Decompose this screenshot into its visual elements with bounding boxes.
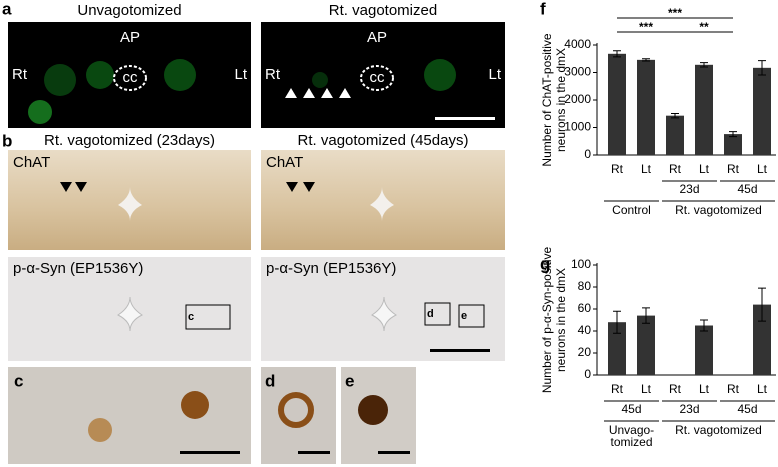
x-tick-label: Lt	[641, 162, 652, 176]
error-bar	[729, 131, 737, 138]
label-ap: AP	[120, 29, 140, 46]
label-ap: AP	[367, 29, 387, 46]
bar	[637, 59, 655, 155]
bar	[637, 315, 655, 375]
group-label: Control	[612, 203, 651, 217]
group-label: tomized	[610, 435, 652, 449]
column-title: Rt. vagotomized (45days)	[298, 132, 469, 149]
x-tick-label: Rt	[611, 162, 624, 176]
label-cc: cc	[370, 69, 386, 86]
x-tick-label: Rt	[669, 162, 682, 176]
group-label: 45d	[737, 402, 757, 416]
image-title: Rt. vagotomized	[329, 2, 437, 19]
significance-label: ***	[668, 6, 682, 20]
panel-label: a	[2, 0, 12, 18]
bar	[695, 64, 713, 155]
bar	[695, 325, 713, 375]
panel-label: g	[540, 254, 550, 273]
inset-label: d	[427, 308, 434, 320]
x-tick-label: Rt	[727, 162, 740, 176]
label-lt: Lt	[234, 66, 247, 83]
group-label: 45d	[621, 402, 641, 416]
column-title: Rt. vagotomized (23days)	[44, 132, 215, 149]
y-axis-label: neurons in the dmX	[554, 268, 568, 372]
y-tick-label: 40	[578, 323, 592, 337]
significance-label: **	[699, 20, 709, 34]
x-tick-label: Lt	[641, 382, 652, 396]
significance-label: ***	[639, 20, 653, 34]
group-label: Rt. vagotomized	[675, 423, 762, 437]
group-label: 23d	[679, 182, 699, 196]
label-cc: cc	[123, 69, 139, 86]
panel-label: d	[265, 371, 275, 390]
panel-label: b	[2, 131, 12, 150]
error-bar	[671, 112, 679, 119]
error-bar	[613, 310, 621, 334]
y-tick-label: 4000	[564, 37, 591, 51]
panel-label: c	[14, 371, 23, 390]
error-bar	[642, 58, 650, 62]
x-tick-label: Lt	[757, 162, 768, 176]
y-axis-label: Number of ChAT-positive	[540, 33, 554, 166]
micrographs-b	[8, 150, 505, 361]
x-tick-label: Lt	[699, 382, 710, 396]
bar	[724, 134, 742, 155]
micrographs-cde	[8, 367, 416, 464]
x-tick-label: Rt	[669, 382, 682, 396]
y-axis-label: Number of p-α-Syn-positive	[540, 247, 554, 394]
y-tick-label: 100	[571, 257, 591, 271]
inset-label: e	[461, 310, 467, 322]
stain-label: p-α-Syn (EP1536Y)	[13, 260, 143, 277]
y-tick-label: 3000	[564, 65, 591, 79]
bar	[608, 322, 626, 375]
bar	[666, 115, 684, 155]
stain-label: p-α-Syn (EP1536Y)	[266, 260, 396, 277]
group-label: Rt. vagotomized	[675, 203, 762, 217]
error-bar	[700, 62, 708, 68]
label-rt: Rt	[12, 66, 28, 83]
y-tick-label: 60	[578, 301, 592, 315]
stain-label: ChAT	[13, 154, 50, 171]
y-tick-label: 20	[578, 345, 592, 359]
bar	[753, 304, 771, 375]
y-tick-label: 0	[584, 367, 591, 381]
error-bar	[642, 307, 650, 324]
y-tick-label: 1000	[564, 120, 591, 134]
stain-label: ChAT	[266, 154, 303, 171]
inset-label: c	[188, 311, 194, 323]
x-tick-label: Lt	[699, 162, 710, 176]
error-bar	[758, 60, 766, 76]
x-tick-label: Rt	[611, 382, 624, 396]
image-title: Unvagotomized	[77, 2, 181, 19]
panel-label: f	[540, 0, 546, 18]
error-bar	[758, 287, 766, 322]
y-tick-label: 2000	[564, 92, 591, 106]
bar	[608, 53, 626, 155]
bar	[753, 67, 771, 155]
group-label: 23d	[679, 402, 699, 416]
micrograph-a-left	[8, 22, 251, 128]
label-lt: Lt	[488, 66, 501, 83]
label-rt: Rt	[265, 66, 281, 83]
group-label: Unvago-	[609, 423, 654, 437]
y-axis-label: neurons in the dmX	[554, 48, 568, 152]
micrograph-a-right	[261, 22, 505, 128]
panel-label: e	[345, 371, 354, 390]
group-label: 45d	[737, 182, 757, 196]
error-bar	[700, 319, 708, 332]
error-bar	[613, 50, 621, 58]
y-tick-label: 80	[578, 279, 592, 293]
y-tick-label: 0	[584, 147, 591, 161]
x-tick-label: Rt	[727, 382, 740, 396]
x-tick-label: Lt	[757, 382, 768, 396]
